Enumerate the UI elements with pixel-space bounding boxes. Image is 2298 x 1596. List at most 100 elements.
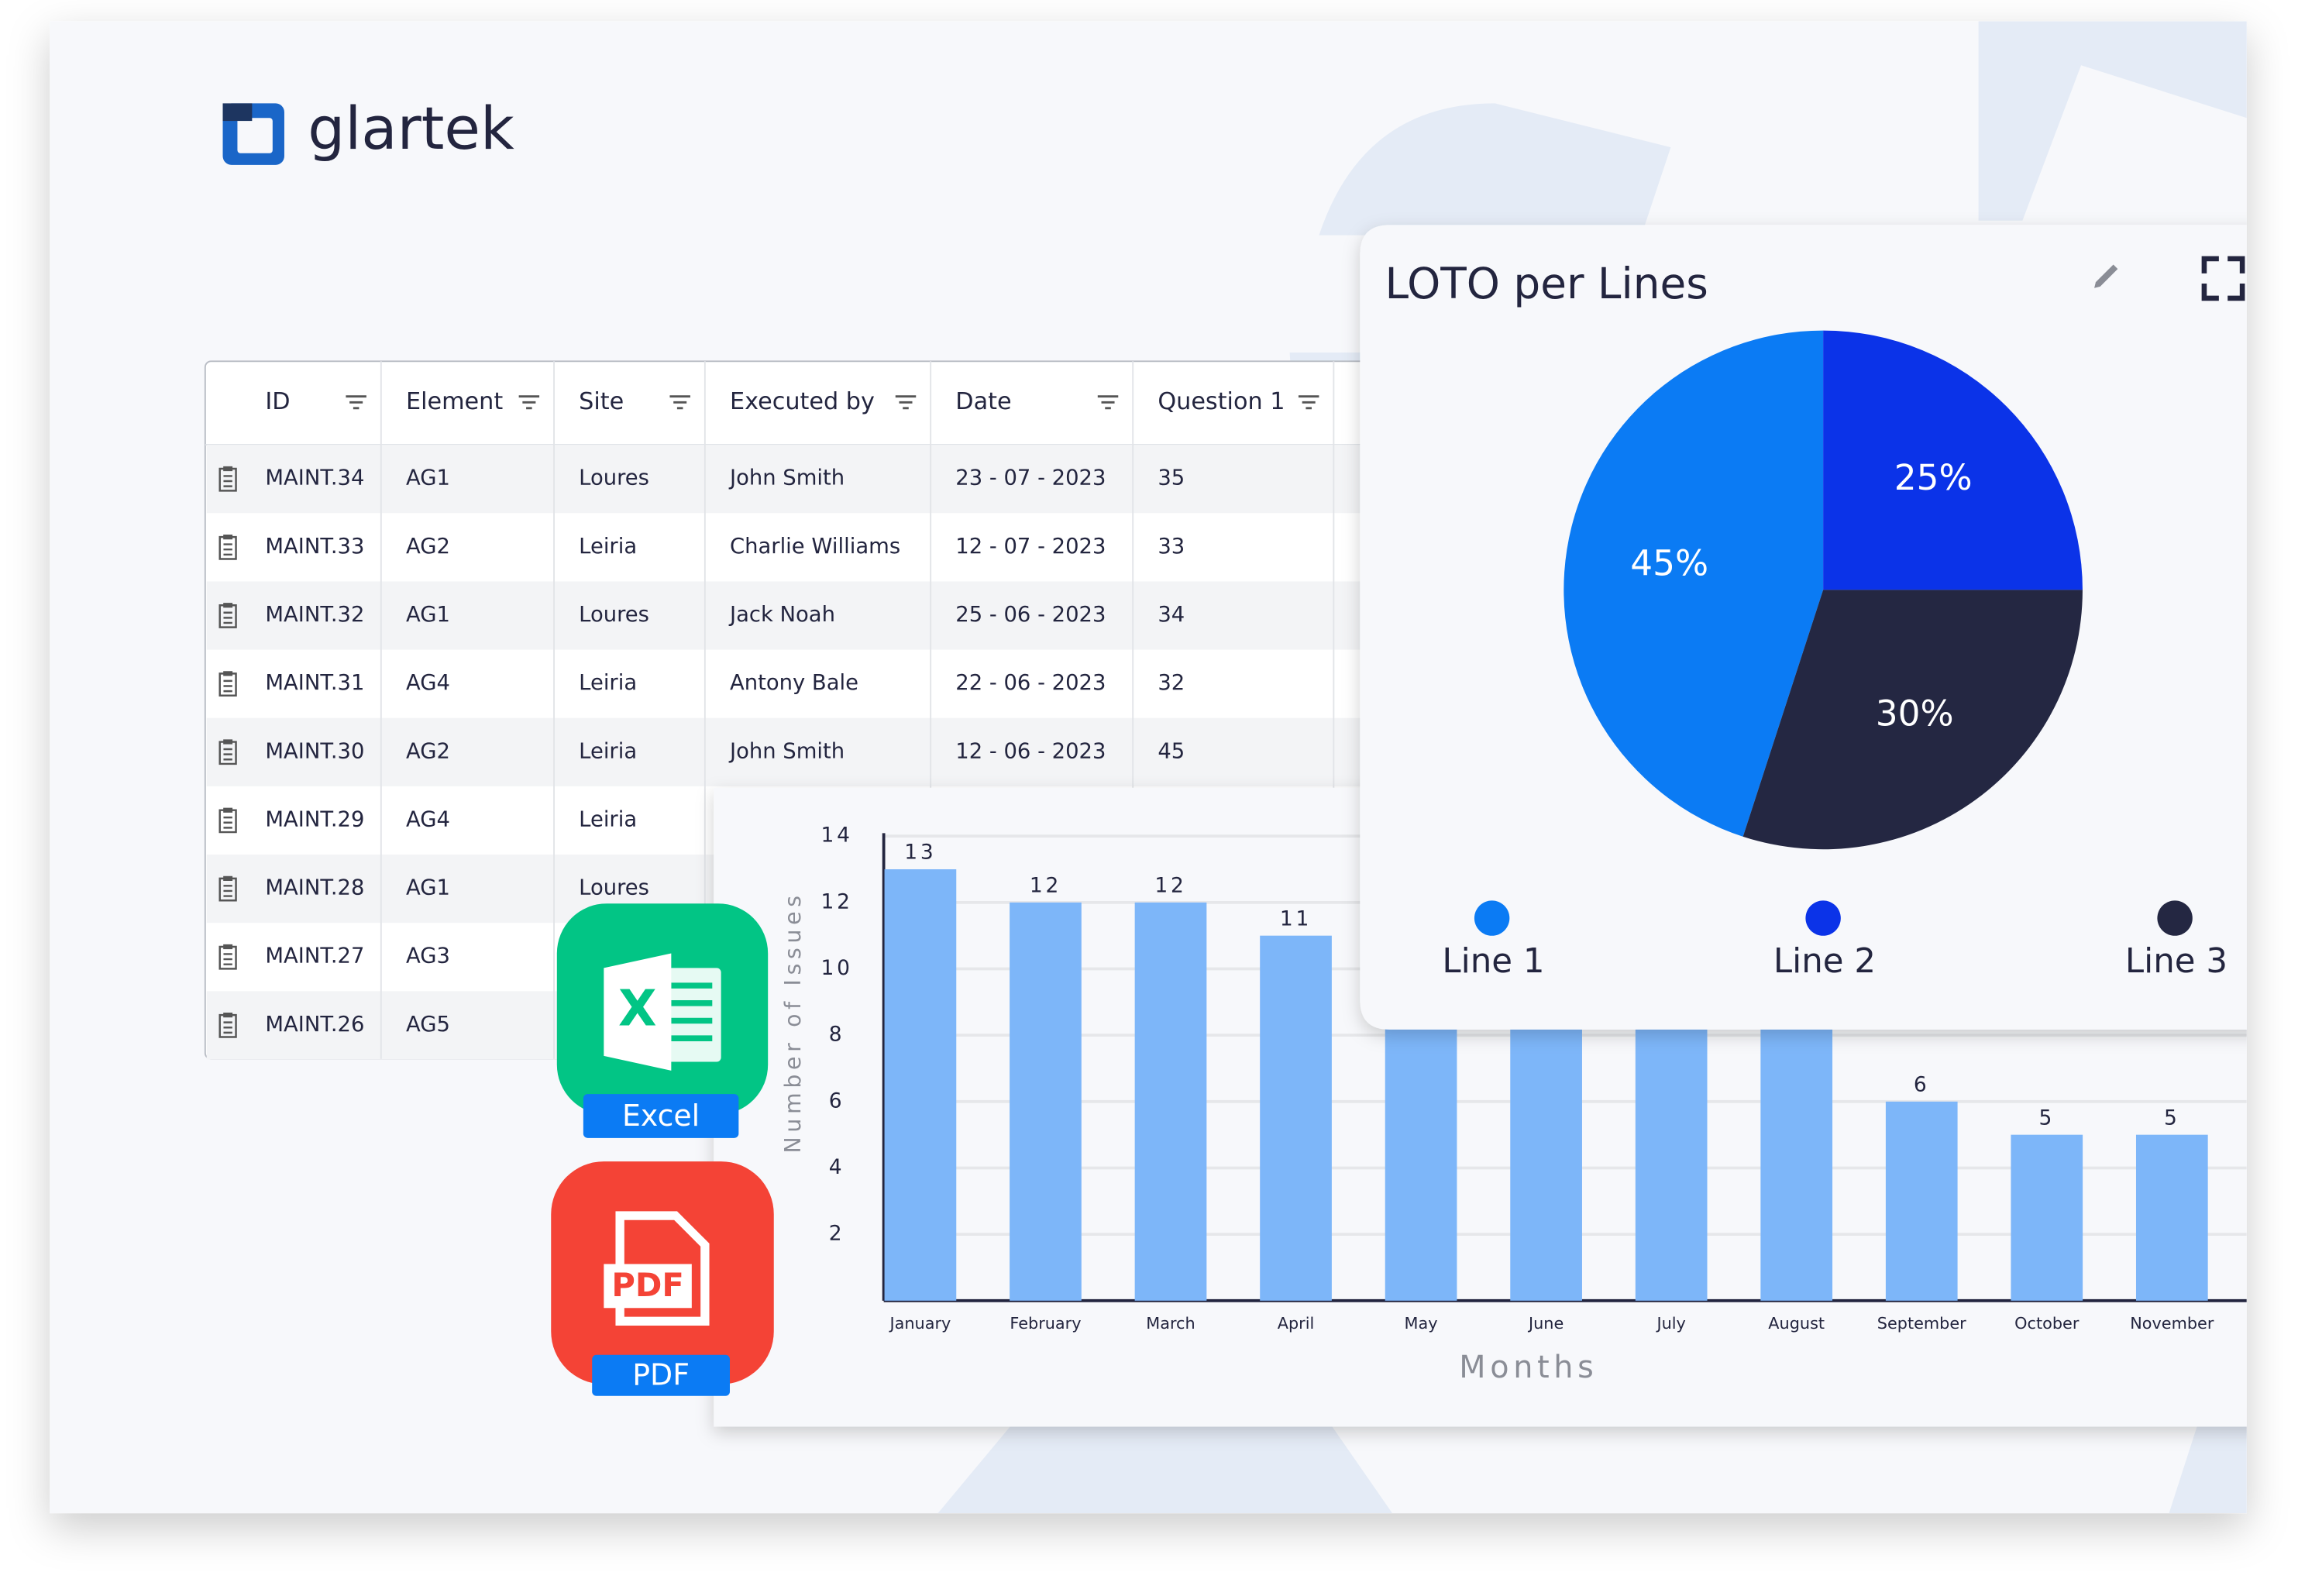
x-tick-label: August bbox=[1768, 1314, 1825, 1333]
bar bbox=[1260, 935, 1332, 1301]
pie-slice bbox=[1564, 330, 1824, 837]
y-tick-label: 6 bbox=[829, 1089, 845, 1113]
slice-label: 45% bbox=[1630, 542, 1708, 583]
value-label: 5 bbox=[2164, 1106, 2180, 1130]
row-icon bbox=[218, 875, 237, 902]
chart-title: LOTO per Lines bbox=[1385, 259, 1708, 308]
row-bg bbox=[206, 445, 1406, 514]
cell: AG2 bbox=[406, 535, 450, 559]
y-axis-title: Number of Issues bbox=[780, 891, 806, 1153]
slice-label: 25% bbox=[1894, 457, 1973, 498]
pie-card: LOTO per Lines 45% 25% 30% Line 1 Line 2 Line… bbox=[1360, 225, 2247, 1030]
filter-icon[interactable] bbox=[669, 395, 690, 410]
bar bbox=[1134, 902, 1207, 1301]
legend-label: Line 1 bbox=[1442, 942, 1544, 981]
legend-label: Line 2 bbox=[1773, 942, 1876, 981]
bar bbox=[2135, 1134, 2208, 1301]
expand-icon[interactable] bbox=[2201, 256, 2245, 301]
cell: MAINT.30 bbox=[265, 739, 364, 763]
bar bbox=[1010, 902, 1082, 1301]
excel-export[interactable]: X Excel bbox=[556, 903, 769, 1138]
cell: AG1 bbox=[406, 466, 450, 490]
cell: MAINT.29 bbox=[265, 807, 364, 831]
excel-label[interactable]: Excel bbox=[622, 1099, 700, 1133]
bar bbox=[2011, 1134, 2083, 1301]
decor bbox=[937, 1407, 2247, 1514]
filter-icon[interactable] bbox=[518, 395, 540, 410]
pdf-export[interactable]: PDF PDF bbox=[551, 1161, 774, 1396]
bar bbox=[1885, 1101, 1958, 1301]
cell: AG3 bbox=[406, 944, 450, 968]
x-axis-title: Months bbox=[1459, 1350, 1598, 1385]
cell: AG2 bbox=[406, 739, 450, 763]
pie-slice bbox=[1742, 590, 2083, 850]
filter-icon[interactable] bbox=[346, 395, 366, 410]
value-label: 12 bbox=[1030, 874, 1061, 898]
row-icon bbox=[218, 534, 237, 560]
row-icon bbox=[218, 466, 237, 492]
y-tick-label: 10 bbox=[820, 956, 852, 980]
row-icon bbox=[218, 944, 237, 970]
cell: 33 bbox=[1158, 535, 1185, 559]
column-header: Site bbox=[579, 388, 624, 415]
logo: glartek bbox=[222, 95, 514, 165]
x-tick-label: April bbox=[1278, 1314, 1315, 1333]
filter-icon[interactable] bbox=[1097, 395, 1119, 410]
legend-label: Line 3 bbox=[2125, 942, 2227, 981]
cell: Loures bbox=[579, 876, 649, 900]
value-label: 6 bbox=[1914, 1073, 1930, 1097]
column-header: Question 1 bbox=[1158, 388, 1285, 415]
cell: Leiria bbox=[579, 807, 637, 831]
cell: Jack Noah bbox=[728, 603, 835, 627]
edit-icon[interactable] bbox=[2094, 264, 2118, 288]
cell: MAINT.33 bbox=[265, 535, 364, 559]
cell: AG4 bbox=[406, 671, 450, 695]
cell: 25 - 06 - 2023 bbox=[955, 603, 1106, 627]
filter-icon[interactable] bbox=[1298, 395, 1319, 410]
bar bbox=[1760, 1002, 1833, 1301]
cell: MAINT.26 bbox=[265, 1013, 364, 1037]
logo-text: glartek bbox=[308, 95, 514, 163]
cell: AG1 bbox=[406, 603, 450, 627]
cell: 34 bbox=[1158, 603, 1185, 627]
svg-text:X: X bbox=[618, 980, 657, 1038]
x-tick-label: July bbox=[1655, 1314, 1685, 1333]
cell: 23 - 07 - 2023 bbox=[955, 466, 1106, 490]
y-tick-label: 4 bbox=[829, 1155, 845, 1179]
x-tick-label: March bbox=[1146, 1314, 1195, 1333]
row-icon bbox=[218, 1013, 237, 1038]
cell: 32 bbox=[1158, 671, 1185, 695]
y-tick-label: 2 bbox=[829, 1222, 845, 1246]
row-bg bbox=[206, 717, 1406, 786]
cell: Loures bbox=[579, 466, 649, 490]
x-tick-label: February bbox=[1010, 1314, 1081, 1333]
cell: MAINT.34 bbox=[265, 466, 364, 490]
decor bbox=[1978, 21, 2247, 221]
cell: 35 bbox=[1158, 466, 1185, 490]
pie-slice bbox=[1823, 330, 2083, 590]
cell: Loures bbox=[579, 603, 649, 627]
legend-swatch bbox=[1805, 900, 1841, 936]
cell: 12 - 07 - 2023 bbox=[955, 535, 1106, 559]
value-label: 11 bbox=[1280, 906, 1312, 930]
cell: Leiria bbox=[579, 535, 637, 559]
bar bbox=[884, 869, 957, 1301]
column-header: Date bbox=[955, 388, 1011, 415]
y-tick-label: 12 bbox=[820, 889, 852, 913]
slice-label: 30% bbox=[1876, 693, 1954, 734]
pdf-label[interactable]: PDF bbox=[632, 1358, 690, 1392]
svg-text:PDF: PDF bbox=[611, 1266, 683, 1304]
column-header: ID bbox=[265, 388, 290, 415]
cell: AG4 bbox=[406, 807, 450, 831]
bar bbox=[1510, 1002, 1582, 1301]
legend-swatch bbox=[1474, 900, 1510, 936]
cell: Leiria bbox=[579, 739, 637, 763]
cell: Leiria bbox=[579, 671, 637, 695]
row-icon bbox=[218, 671, 237, 697]
cell: John Smith bbox=[728, 466, 845, 490]
x-tick-label: January bbox=[888, 1314, 951, 1333]
cell: Antony Bale bbox=[730, 671, 858, 695]
row-icon bbox=[218, 807, 237, 834]
filter-icon[interactable] bbox=[895, 395, 917, 410]
